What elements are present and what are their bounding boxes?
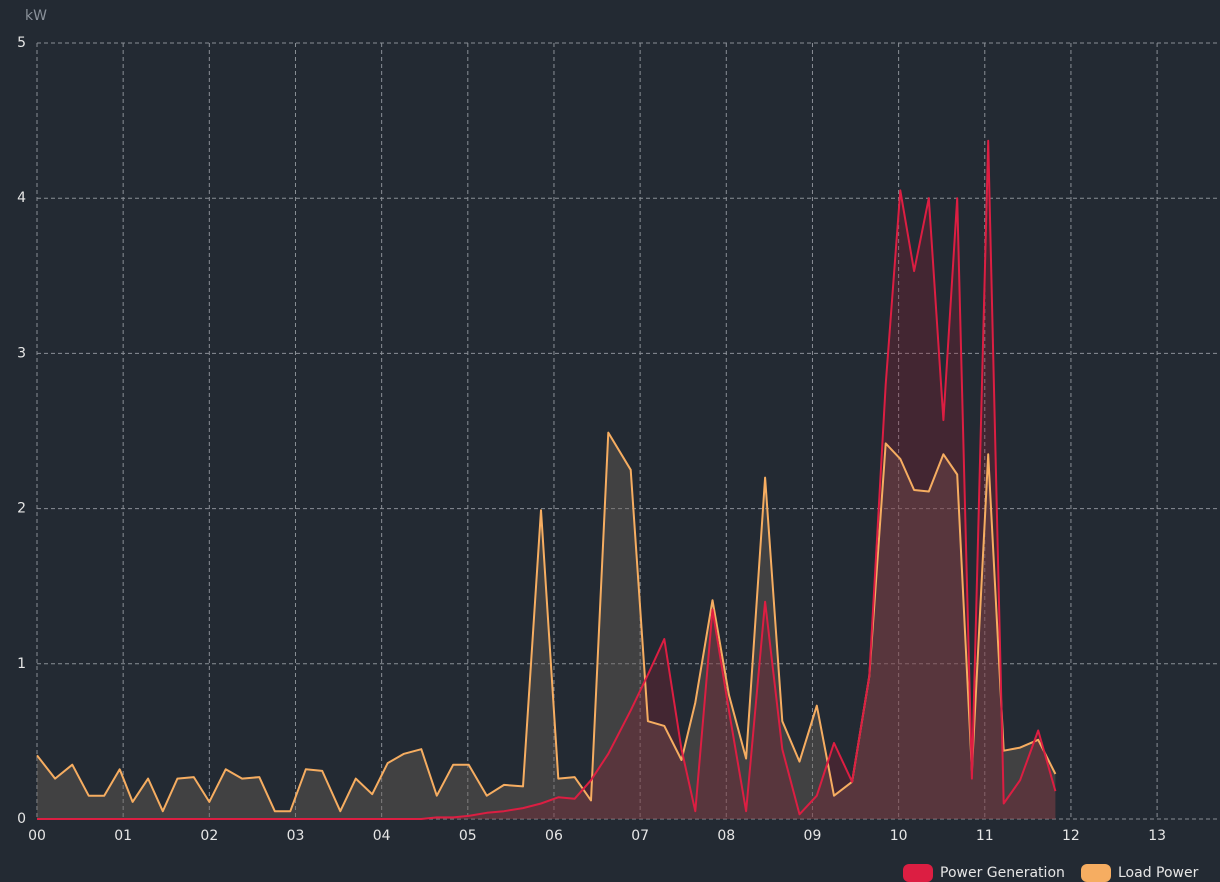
x-tick-label: 03 <box>287 828 305 844</box>
area <box>37 432 1056 819</box>
y-tick-label: 5 <box>17 35 26 51</box>
legend-swatch <box>903 864 933 882</box>
line <box>37 139 1057 820</box>
x-tick-label: 01 <box>114 828 132 844</box>
legend-swatch <box>1081 864 1111 882</box>
x-tick-label: 04 <box>373 828 391 844</box>
x-tick-label: 10 <box>890 828 908 844</box>
y-tick-label: 2 <box>17 501 26 517</box>
x-tick-label: 00 <box>28 828 46 844</box>
y-tick-label: 1 <box>17 656 26 672</box>
x-tick-label: 06 <box>545 828 563 844</box>
x-tick-label: 02 <box>200 828 218 844</box>
y-tick-label: 4 <box>17 190 26 206</box>
y-tick-label: 0 <box>17 811 26 827</box>
y-tick-label: 3 <box>17 345 26 361</box>
y-axis-label: kW <box>25 8 47 24</box>
x-tick-label: 08 <box>717 828 735 844</box>
x-tick-label: 11 <box>976 828 994 844</box>
x-tick-label: 05 <box>459 828 477 844</box>
x-tick-label: 12 <box>1062 828 1080 844</box>
legend-label: Load Power <box>1118 865 1199 881</box>
x-tick-label: 09 <box>804 828 822 844</box>
legend-label: Power Generation <box>940 865 1065 881</box>
x-tick-label: 13 <box>1148 828 1166 844</box>
area <box>37 140 1056 820</box>
x-tick-label: 07 <box>631 828 649 844</box>
line <box>36 431 1057 813</box>
